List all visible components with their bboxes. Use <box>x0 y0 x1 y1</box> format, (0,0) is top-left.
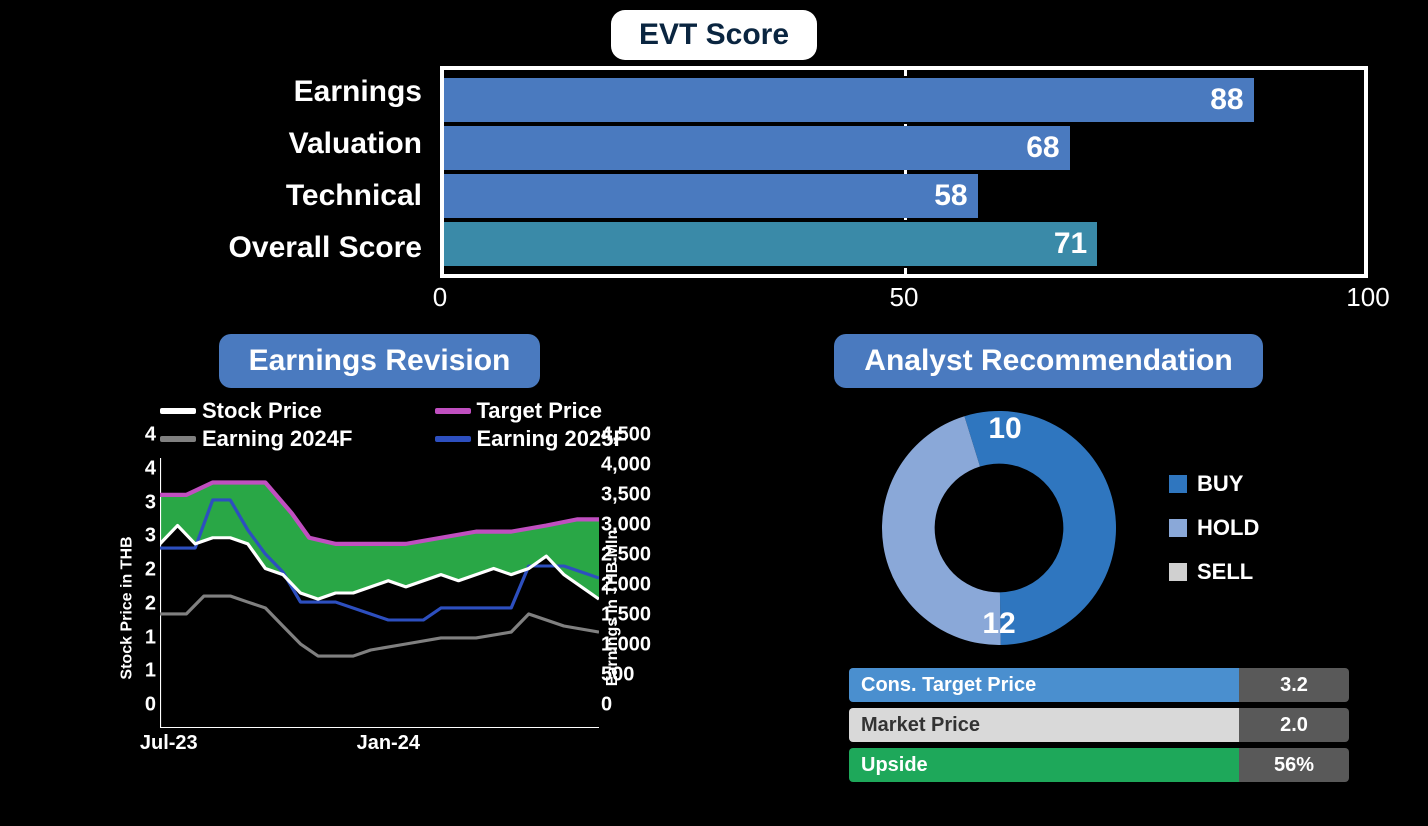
evt-row-label: Earnings <box>60 66 422 118</box>
analyst-table-value: 3.2 <box>1239 668 1349 702</box>
er-left-ytick: 3 <box>145 491 156 514</box>
analyst-recommendation-section: Analyst Recommendation 1012 BUYHOLDSELL … <box>729 334 1368 788</box>
evt-xtick: 0 <box>433 282 447 313</box>
er-legend-item: Stock Price <box>160 398 425 424</box>
analyst-table-label: Market Price <box>849 708 1239 742</box>
analyst-legend-item: HOLD <box>1169 515 1259 541</box>
analyst-legend: BUY HOLD SELL <box>1169 453 1259 603</box>
er-left-ytick: 2 <box>145 592 156 615</box>
evt-score-section: EVT Score EarningsValuationTechnicalOver… <box>60 10 1368 318</box>
er-right-ytick: 500 <box>601 664 634 687</box>
evt-xtick: 100 <box>1346 282 1389 313</box>
analyst-legend-item: SELL <box>1169 559 1259 585</box>
er-left-ytick: 1 <box>145 660 156 683</box>
evt-bar: 71 <box>444 222 1097 266</box>
er-xtick: Jan-24 <box>357 732 420 755</box>
donut-value: 10 <box>988 412 1021 446</box>
er-right-ytick: 1,500 <box>601 604 651 627</box>
analyst-table: Cons. Target Price3.2Market Price2.0Upsi… <box>849 668 1349 782</box>
er-right-ytick: 4,500 <box>601 424 651 447</box>
analyst-recommendation-title: Analyst Recommendation <box>834 334 1262 388</box>
er-plot-area <box>160 458 599 728</box>
er-svg <box>160 458 599 728</box>
er-left-ytick: 1 <box>145 626 156 649</box>
donut-value: 12 <box>982 607 1015 641</box>
evt-bar: 58 <box>444 174 978 218</box>
evt-plot: 88685871 <box>440 66 1368 278</box>
er-right-ytick: 2,000 <box>601 574 651 597</box>
evt-row-labels: EarningsValuationTechnicalOverall Score <box>60 66 440 278</box>
er-right-ytick: 3,000 <box>601 514 651 537</box>
earnings-revision-title: Earnings Revision <box>219 334 541 388</box>
earnings-revision-chart: Stock Price in THB Earnings in THB Mln 0… <box>60 458 679 758</box>
er-left-ytick: 4 <box>145 424 156 447</box>
analyst-donut: 10 12 <box>849 398 1149 658</box>
evt-row-label: Overall Score <box>60 222 422 274</box>
er-legend-item: Earning 2025F <box>435 426 700 452</box>
er-x-ticks: Jul-23Jan-24 <box>160 732 599 758</box>
earnings-revision-section: Earnings Revision Stock Price Target Pric… <box>60 334 699 788</box>
evt-row-label: Valuation <box>60 118 422 170</box>
analyst-table-row: Upside56% <box>849 748 1349 782</box>
er-left-ytick: 4 <box>145 457 156 480</box>
er-right-ticks: 05001,0001,5002,0002,5003,0003,5004,0004… <box>601 458 661 728</box>
er-legend-item: Target Price <box>435 398 700 424</box>
analyst-table-label: Upside <box>849 748 1239 782</box>
er-right-ytick: 1,000 <box>601 634 651 657</box>
analyst-table-label: Cons. Target Price <box>849 668 1239 702</box>
analyst-table-row: Market Price2.0 <box>849 708 1349 742</box>
er-right-ytick: 2,500 <box>601 544 651 567</box>
evt-xtick: 50 <box>890 282 919 313</box>
er-right-ytick: 3,500 <box>601 484 651 507</box>
analyst-table-value: 2.0 <box>1239 708 1349 742</box>
evt-bar: 88 <box>444 78 1254 122</box>
er-xtick: Jul-23 <box>140 732 198 755</box>
evt-bar: 68 <box>444 126 1070 170</box>
evt-row-label: Technical <box>60 170 422 222</box>
evt-title: EVT Score <box>611 10 817 60</box>
er-legend-item: Earning 2024F <box>160 426 425 452</box>
er-left-ytick: 2 <box>145 559 156 582</box>
er-left-ytick: 3 <box>145 525 156 548</box>
analyst-table-value: 56% <box>1239 748 1349 782</box>
er-right-ytick: 4,000 <box>601 454 651 477</box>
er-right-ytick: 0 <box>601 694 612 717</box>
analyst-table-row: Cons. Target Price3.2 <box>849 668 1349 702</box>
er-left-ticks: 011223344 <box>120 458 156 728</box>
analyst-legend-item: BUY <box>1169 471 1259 497</box>
evt-x-axis: 050100 <box>440 282 1368 318</box>
er-left-ytick: 0 <box>145 694 156 717</box>
